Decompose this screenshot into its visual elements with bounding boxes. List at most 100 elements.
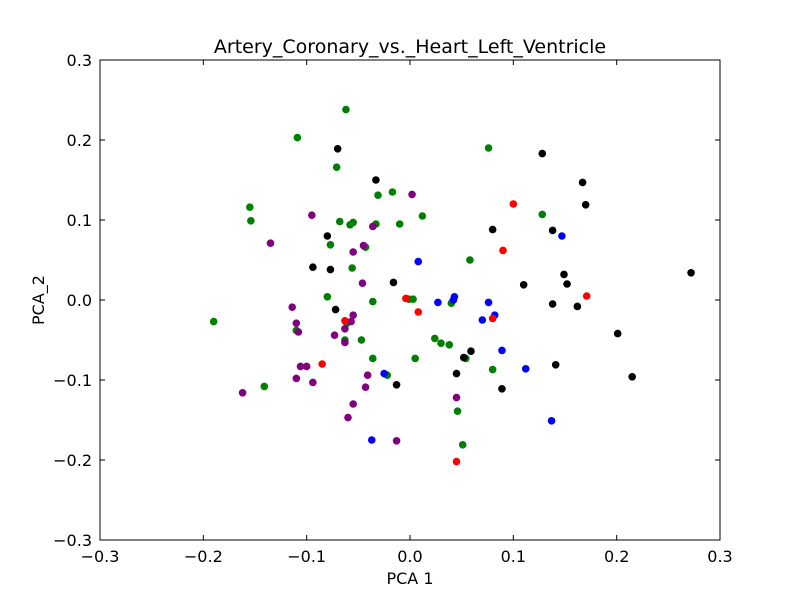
data-point [499,246,507,255]
data-point [613,329,622,338]
data-point [418,212,427,220]
data-point [488,225,497,234]
y-tick-label: −0.1 [53,371,92,390]
data-point [560,270,568,279]
data-point [294,328,303,336]
data-point [346,221,354,229]
data-point [628,373,636,381]
y-tick-label: 0.1 [67,211,92,230]
data-point [388,188,397,196]
data-point [347,317,355,326]
data-point [349,311,357,320]
data-point [349,248,357,256]
data-point [548,300,557,308]
x-tick-label: 0.2 [604,547,629,566]
data-point [326,265,335,274]
data-point [369,222,377,231]
data-point [374,191,382,199]
data-point [288,303,297,312]
data-point [488,314,497,323]
data-point [402,294,410,303]
data-point [409,295,417,304]
data-point [392,437,401,445]
data-point [452,369,461,378]
data-point [359,241,368,250]
data-point [434,298,442,307]
data-point [453,407,462,416]
x-tick-label: 0.0 [397,547,422,566]
data-point [372,176,380,184]
data-point [341,317,349,325]
data-point [369,297,377,306]
data-point [367,436,376,444]
data-point [498,346,506,355]
x-axis-label: PCA 1 [386,569,433,588]
data-point [414,308,423,316]
data-point [392,381,401,389]
data-point [548,226,557,235]
data-point [466,256,474,264]
data-point [458,441,467,449]
data-point [358,279,367,288]
data-point [292,319,301,328]
data-point [414,257,423,266]
data-point [332,163,341,171]
y-tick-label: 0.2 [67,131,92,150]
data-point [411,354,419,363]
x-tick-label: 0.1 [501,547,526,566]
data-point [293,133,302,142]
data-point [330,331,339,340]
data-point [318,360,326,368]
data-point [348,264,356,272]
data-point [578,178,587,187]
data-point [547,417,556,425]
data-point [308,211,316,219]
data-point [395,220,404,228]
data-point [335,217,344,226]
data-point [361,383,370,392]
data-point [209,317,218,326]
data-point [488,365,497,374]
data-point [431,334,439,343]
data-point [326,241,335,249]
data-point [341,338,349,347]
data-point [538,149,547,158]
ticks-layer: −0.3 −0.2 −0.1 0.0 0.1 0.2 0.3 −0.3 −0.2 −0.1 0.0 0… [53,51,733,566]
data-point [369,354,377,363]
data-point [573,302,582,311]
data-point [484,298,493,307]
data-point [519,281,528,289]
chart-title: Artery_Coronary_vs._Heart_Left_Ventricle [214,36,606,58]
points-layer [209,105,695,466]
data-point [687,269,695,277]
data-point [581,201,590,209]
x-tick-label: 0.3 [707,547,732,566]
y-axis-label: PCA_2 [29,275,49,325]
plot-frame [99,59,721,541]
y-tick-label: −0.2 [53,451,92,470]
data-point [521,365,530,373]
data-point [509,200,518,208]
data-point [467,347,475,356]
x-tick-label: −0.3 [81,547,120,566]
data-point [247,217,255,225]
data-point [445,341,454,349]
data-point [309,263,317,272]
data-point [309,378,317,387]
x-tick-label: −0.1 [287,547,326,566]
data-point [582,292,591,300]
data-point [357,336,366,344]
data-point [342,105,350,114]
data-point [437,339,445,348]
y-tick-label: 0.0 [67,291,92,310]
data-point [238,389,247,397]
data-point [389,278,398,287]
data-point [484,144,493,152]
data-point [323,232,332,240]
data-point [363,371,372,380]
data-point [558,232,566,240]
data-point [498,385,506,393]
data-point [563,280,571,288]
data-point [551,361,560,369]
